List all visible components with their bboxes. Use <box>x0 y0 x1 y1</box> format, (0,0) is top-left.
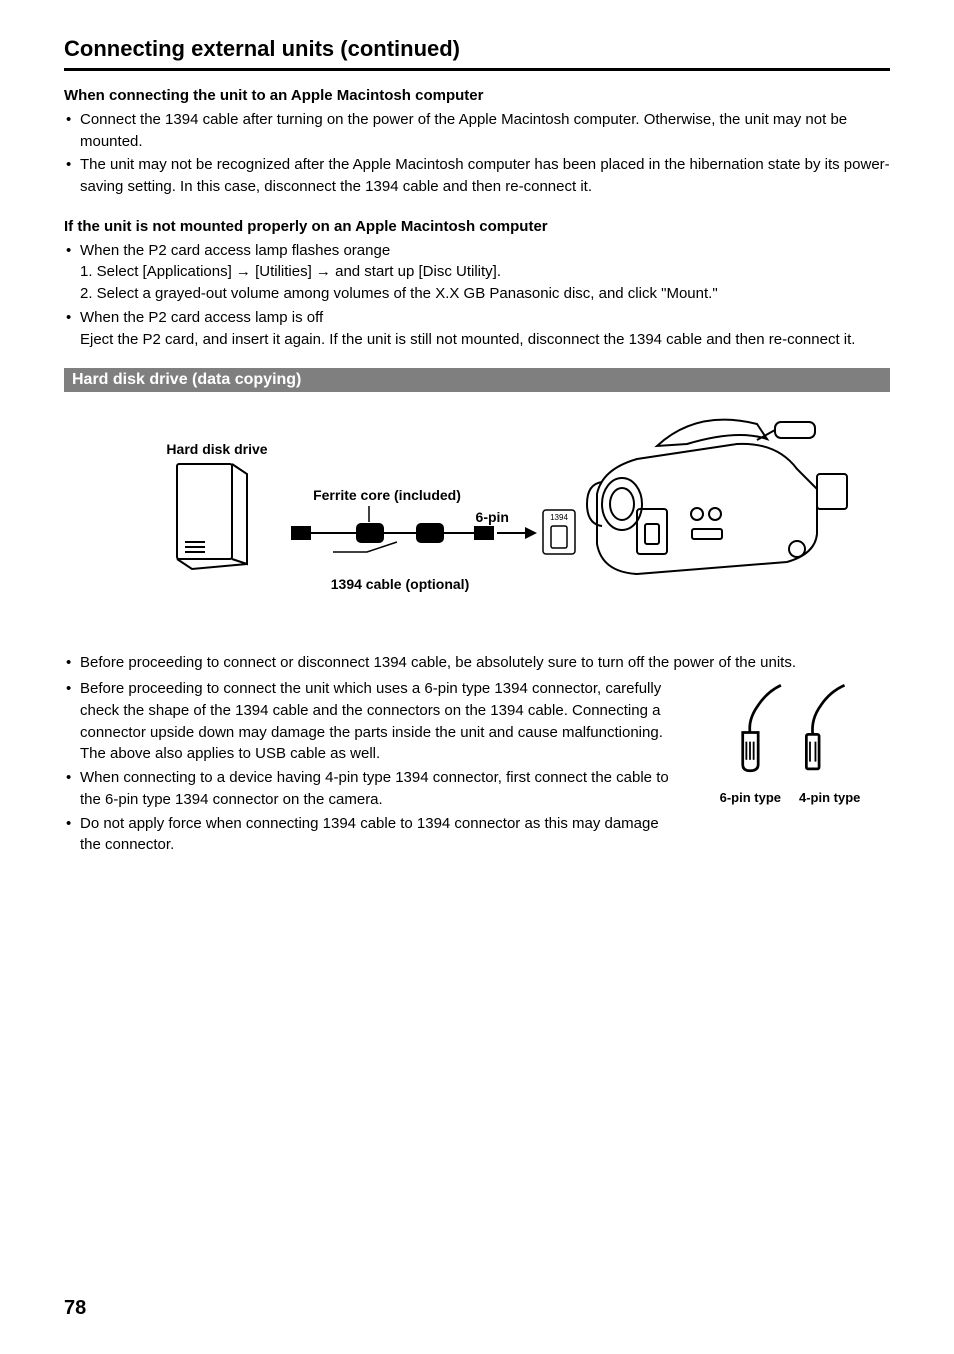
title-rule <box>64 68 890 71</box>
page-number: 78 <box>64 1297 86 1320</box>
section-mount-trouble: If the unit is not mounted properly on a… <box>64 216 890 351</box>
fourpin-connector-icon <box>806 685 844 769</box>
sec3-bullet: Do not apply force when connecting 1394 … <box>64 813 674 857</box>
sec2-b1-steps: 1. Select [Applications] → [Utilities] →… <box>80 261 890 305</box>
camera-icon <box>587 420 847 574</box>
hdd-label: Hard disk drive <box>166 441 267 457</box>
cable-label: 1394 cable (optional) <box>331 576 469 592</box>
sec2-heading: If the unit is not mounted properly on a… <box>64 216 890 238</box>
connection-diagram: Hard disk drive Ferrite core (included) <box>64 414 890 634</box>
ferrite-label: Ferrite core (included) <box>313 487 461 503</box>
sec2-bullets: When the P2 card access lamp flashes ora… <box>64 240 890 351</box>
section-apple-connect: When connecting the unit to an Apple Mac… <box>64 85 890 198</box>
sec1-bullet: Connect the 1394 cable after turning on … <box>64 109 890 153</box>
sec2-b2-lead: When the P2 card access lamp is off <box>80 309 323 326</box>
fourpin-type-label: 4-pin type <box>799 789 860 808</box>
hdd-icon <box>177 464 247 569</box>
section-bar-hdd: Hard disk drive (data copying) <box>64 368 890 392</box>
sec3-bullets-a: Before proceeding to connect or disconne… <box>64 652 890 674</box>
sec3-bullet: Before proceeding to connect or disconne… <box>64 652 890 674</box>
sec3-bullet: Before proceeding to connect the unit wh… <box>64 678 674 765</box>
page-title: Connecting external units (continued) <box>64 36 890 62</box>
section-cable-notes: Before proceeding to connect or disconne… <box>64 652 890 874</box>
sec3-bullets-b: Before proceeding to connect the unit wh… <box>64 678 674 856</box>
sec2-bullet-2: When the P2 card access lamp is off Ejec… <box>64 307 890 351</box>
sec2-b1-lead: When the P2 card access lamp flashes ora… <box>80 242 390 259</box>
sixpin-label: 6-pin <box>476 509 509 525</box>
cable-line <box>292 524 493 542</box>
sixpin-connector-icon <box>743 685 781 770</box>
sec2-b1-step: 1. Select [Applications] → [Utilities] →… <box>80 261 890 283</box>
sec2-b2-body: Eject the P2 card, and insert it again. … <box>80 329 890 351</box>
sixpin-type-label: 6-pin type <box>720 789 781 808</box>
sec1-bullet: The unit may not be recognized after the… <box>64 154 890 198</box>
sec2-b1-step: 2. Select a grayed-out volume among volu… <box>80 283 890 305</box>
sec1-heading: When connecting the unit to an Apple Mac… <box>64 85 890 107</box>
sec2-bullet-1: When the P2 card access lamp flashes ora… <box>64 240 890 305</box>
port-label: 1394 <box>550 513 568 522</box>
sec1-bullets: Connect the 1394 cable after turning on … <box>64 109 890 198</box>
sec3-bullet: When connecting to a device having 4-pin… <box>64 767 674 811</box>
connector-figure: 6-pin type 4-pin type <box>690 678 890 874</box>
